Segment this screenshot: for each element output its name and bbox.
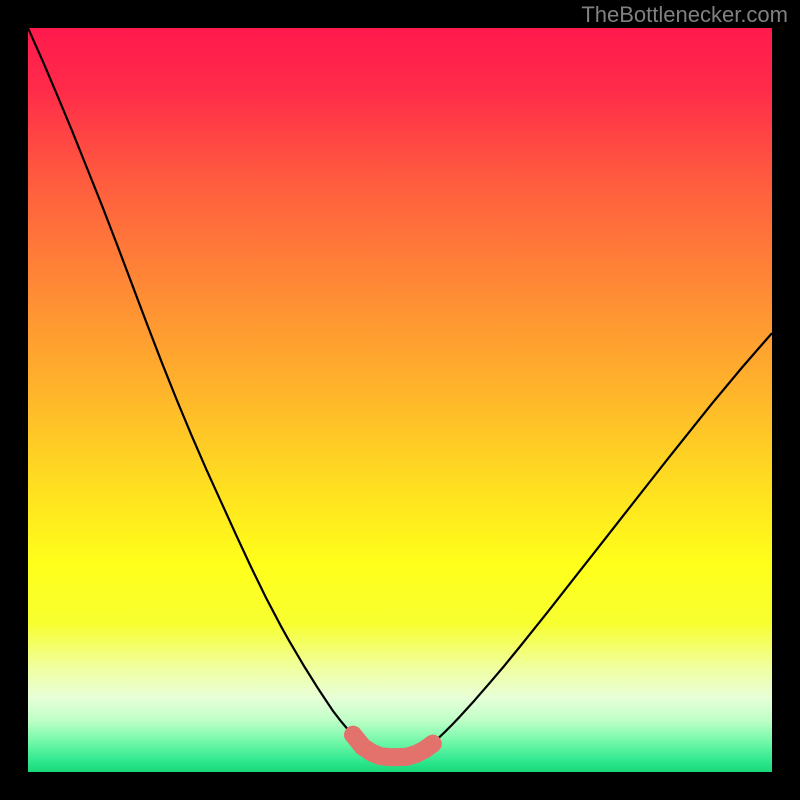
chart-svg [28, 28, 772, 772]
watermark-text: TheBottlenecker.com [581, 2, 788, 28]
gradient-background [28, 28, 772, 772]
plot-area [28, 28, 772, 772]
marker-dot [424, 735, 442, 753]
